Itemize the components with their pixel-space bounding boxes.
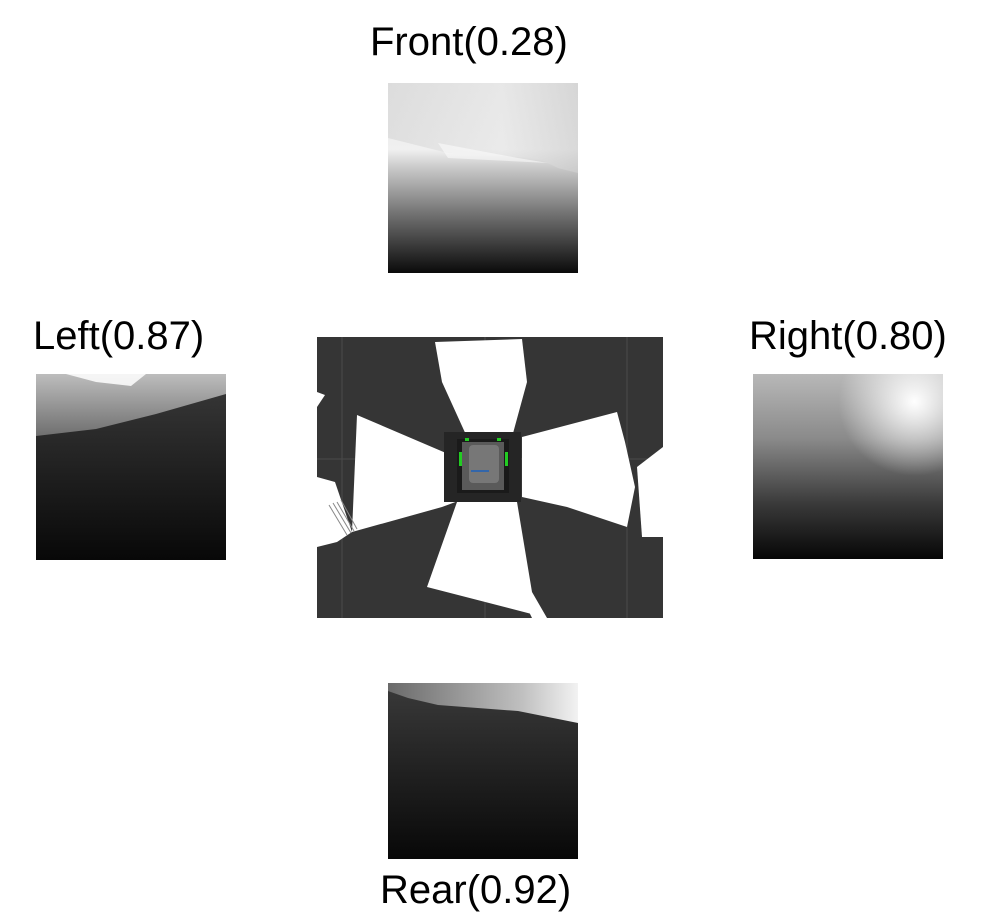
front-depth-image — [388, 83, 578, 273]
free-space — [317, 339, 663, 618]
robot-icon — [444, 432, 521, 502]
top-down-map — [317, 337, 663, 618]
rear-view-label: Rear(0.92) — [380, 868, 572, 912]
rear-depth-image — [388, 683, 578, 859]
right-depth-image — [753, 374, 943, 559]
right-view-label: Right(0.80) — [749, 314, 947, 358]
front-view-label: Front(0.28) — [370, 20, 568, 64]
left-view-label: Left(0.87) — [33, 314, 205, 358]
map-hatch — [328, 499, 358, 536]
left-depth-image — [36, 374, 226, 560]
